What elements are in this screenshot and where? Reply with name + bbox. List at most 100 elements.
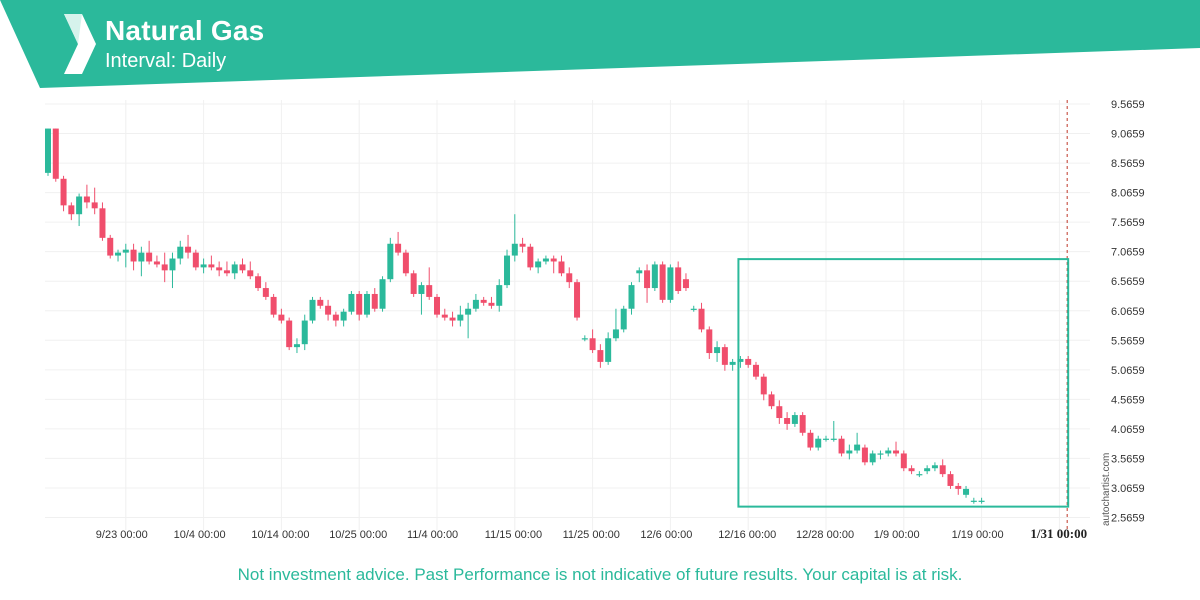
- candle: [698, 302, 705, 333]
- candle-body: [644, 270, 651, 289]
- candle: [177, 240, 184, 265]
- candle: [807, 429, 814, 451]
- candle: [644, 264, 651, 303]
- candle-body: [441, 314, 448, 318]
- candle: [325, 299, 332, 321]
- candle: [60, 175, 67, 212]
- candle: [628, 282, 635, 315]
- candle-body: [309, 299, 316, 321]
- y-tick-label: 4.0659: [1111, 424, 1145, 436]
- candlestick-chart: 9.5659 9.0659 8.5659 8.0659 7.5659 7.0659 6.56…: [45, 99, 1145, 541]
- candle-body: [815, 438, 822, 448]
- candle-body: [706, 329, 713, 354]
- candle: [869, 450, 876, 466]
- candle-body: [231, 264, 238, 274]
- candle: [535, 258, 542, 274]
- candle-body: [636, 270, 643, 274]
- candle: [52, 128, 59, 182]
- candle: [418, 282, 425, 315]
- candle: [776, 400, 783, 424]
- candle-body: [239, 264, 246, 271]
- candle-body: [223, 270, 230, 274]
- candle-body: [504, 255, 511, 286]
- candle: [434, 293, 440, 318]
- candle: [83, 184, 90, 209]
- candle-body: [939, 465, 946, 475]
- x-tick-label: 12/6 00:00: [640, 529, 692, 541]
- candle-body: [682, 279, 689, 289]
- x-axis: 9/23 00:00 10/4 00:00 10/14 00:00 10/25 00:…: [96, 526, 1087, 541]
- candle-body: [45, 128, 51, 173]
- x-tick-label: 1/19 00:00: [952, 529, 1004, 541]
- candle-body: [153, 261, 160, 265]
- candle-body: [714, 347, 721, 354]
- candle: [457, 305, 464, 327]
- candle-body: [60, 178, 67, 206]
- candle: [247, 261, 254, 280]
- candle: [449, 311, 456, 327]
- candle-body: [325, 305, 332, 315]
- candle-body: [799, 415, 806, 433]
- candle-body: [356, 293, 363, 315]
- candle: [239, 258, 246, 274]
- candle-body: [900, 453, 907, 469]
- y-tick-label: 6.5659: [1111, 276, 1145, 288]
- candle-body: [752, 364, 759, 377]
- candle-body: [620, 308, 627, 330]
- candle-body: [955, 485, 962, 489]
- candle-body: [418, 285, 425, 294]
- y-tick-label: 5.0659: [1111, 365, 1145, 377]
- candle: [395, 231, 402, 256]
- candle: [830, 420, 837, 442]
- candle: [511, 214, 518, 262]
- candle: [332, 311, 339, 327]
- candle: [799, 412, 806, 436]
- candle-body: [589, 338, 596, 351]
- x-tick-label: 10/14 00:00: [251, 529, 309, 541]
- candle-body: [52, 128, 59, 179]
- y-tick-label: 5.5659: [1111, 335, 1145, 347]
- candle-body: [115, 252, 122, 256]
- candle: [223, 261, 230, 277]
- candle-body: [488, 302, 495, 306]
- candle-body: [877, 453, 884, 455]
- interval-subtitle: Interval: Daily: [105, 50, 227, 72]
- candle-body: [278, 314, 285, 321]
- x-tick-label: 11/25 00:00: [563, 529, 620, 541]
- candle: [465, 302, 472, 339]
- candle: [348, 291, 355, 315]
- y-tick-label: 9.5659: [1111, 99, 1145, 111]
- candle: [846, 444, 853, 460]
- candle-body: [721, 347, 728, 365]
- candle: [978, 497, 985, 504]
- candle-body: [612, 329, 619, 339]
- x-tick-label: 10/25 00:00: [329, 529, 387, 541]
- candle: [45, 128, 51, 176]
- candle: [612, 308, 619, 342]
- x-tick-label: 9/23 00:00: [96, 529, 148, 541]
- candle-body: [496, 285, 503, 306]
- candle: [542, 255, 549, 265]
- candle: [91, 187, 98, 215]
- candle: [410, 270, 417, 297]
- candle-body: [332, 314, 339, 321]
- candle-body: [255, 276, 262, 289]
- candle: [208, 255, 215, 271]
- candle-body: [402, 252, 409, 274]
- candle: [574, 279, 581, 321]
- candle-body: [449, 317, 456, 321]
- candle-body: [931, 465, 938, 469]
- candle-body: [185, 246, 192, 253]
- candle: [527, 243, 534, 271]
- candle-body: [542, 258, 549, 262]
- y-tick-label: 7.5659: [1111, 217, 1145, 229]
- candle-body: [760, 376, 767, 395]
- candle-body: [893, 450, 900, 454]
- pattern-box-layer: [737, 258, 1070, 508]
- y-tick-label: 8.0659: [1111, 188, 1145, 200]
- candle-body: [169, 258, 176, 271]
- candle: [146, 240, 153, 265]
- candle: [99, 202, 106, 241]
- candle-body: [675, 267, 682, 292]
- candle: [496, 279, 503, 312]
